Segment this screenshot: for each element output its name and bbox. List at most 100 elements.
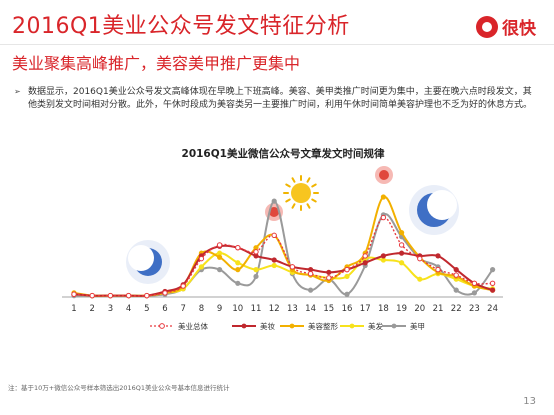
data-point bbox=[471, 280, 478, 286]
data-point bbox=[198, 255, 205, 262]
data-point bbox=[89, 292, 95, 299]
data-point bbox=[453, 287, 459, 293]
data-point bbox=[217, 267, 223, 273]
data-point bbox=[398, 242, 405, 248]
chart-title: 2016Q1美业微信公众号文章发文时间规律 bbox=[182, 147, 385, 160]
data-point bbox=[362, 253, 368, 259]
data-point bbox=[217, 250, 223, 256]
header-divider bbox=[0, 44, 554, 45]
moon-icon bbox=[409, 185, 459, 235]
x-tick-label: 16 bbox=[342, 304, 353, 314]
data-point bbox=[235, 267, 241, 273]
data-point bbox=[380, 214, 387, 221]
data-point bbox=[308, 287, 314, 293]
x-tick-label: 21 bbox=[433, 304, 444, 314]
data-point bbox=[271, 198, 277, 204]
page-subtitle: 美业聚集高峰推广，美容美甲推广更集中 bbox=[12, 54, 301, 73]
x-tick-label: 11 bbox=[251, 304, 262, 314]
data-point bbox=[380, 257, 386, 263]
logo-icon bbox=[476, 15, 498, 38]
sun-icon bbox=[283, 175, 319, 211]
data-point bbox=[271, 232, 277, 239]
legend-label: 美妆 bbox=[260, 321, 275, 331]
data-point bbox=[198, 264, 204, 270]
legend-marker bbox=[391, 323, 397, 329]
triangle-right-icon: ➢ bbox=[14, 87, 21, 96]
x-tick-label: 3 bbox=[108, 304, 113, 314]
logo: 很快 bbox=[476, 14, 536, 39]
data-point bbox=[235, 280, 241, 286]
x-tick-label: 22 bbox=[451, 304, 462, 314]
data-point bbox=[235, 244, 241, 251]
x-tick-label: 14 bbox=[305, 304, 316, 314]
x-tick-label: 19 bbox=[396, 304, 407, 314]
data-point bbox=[490, 287, 496, 293]
x-tick-labels: 1 2 3 4 5 6 7 8 9 10 11 12 13 14 15 16 17 18 19 20 21 22 23 24 bbox=[71, 304, 498, 314]
data-point bbox=[380, 194, 386, 200]
data-point bbox=[489, 280, 496, 286]
data-point bbox=[253, 245, 259, 251]
data-point bbox=[307, 271, 314, 277]
x-tick-label: 12 bbox=[269, 304, 280, 314]
data-point bbox=[453, 267, 459, 273]
data-point bbox=[362, 260, 368, 266]
data-point bbox=[399, 260, 405, 266]
x-tick-label: 1 bbox=[71, 304, 76, 314]
data-point bbox=[326, 275, 332, 281]
data-point bbox=[399, 230, 405, 236]
x-tick-label: 4 bbox=[126, 304, 131, 314]
data-point bbox=[180, 283, 186, 289]
data-point bbox=[162, 290, 168, 296]
legend-label: 美容整形 bbox=[308, 321, 338, 331]
data-point bbox=[271, 257, 277, 263]
x-tick-label: 17 bbox=[360, 304, 371, 314]
data-point bbox=[490, 267, 496, 273]
x-tick-label: 6 bbox=[162, 304, 167, 314]
x-tick-label: 9 bbox=[217, 304, 222, 314]
data-point bbox=[253, 249, 259, 255]
x-tick-label: 10 bbox=[232, 304, 243, 314]
data-point bbox=[399, 250, 405, 256]
footnote: 注：基于10万+微信公众号样本筛选出2016Q1美业公众号基本信息进行统计 bbox=[8, 384, 230, 392]
logo-text: 很快 bbox=[502, 19, 536, 39]
legend-label: 美业总体 bbox=[178, 321, 208, 331]
summary-block: ➢ 数据显示，2016Q1美业公众号发文高峰体现在早晚上下班高峰。美容、美甲类推… bbox=[14, 86, 534, 111]
chart-legend: 美业总体 美妆 美容整形 美发 美甲 bbox=[150, 321, 425, 331]
series-lines bbox=[71, 194, 496, 299]
data-point bbox=[253, 273, 259, 280]
x-tick-label: 15 bbox=[323, 304, 334, 314]
data-point bbox=[235, 260, 241, 266]
x-tick-label: 24 bbox=[487, 304, 498, 314]
summary-text: 数据显示，2016Q1美业公众号发文高峰体现在早晚上下班高峰。美容、美甲类推广时… bbox=[28, 87, 533, 110]
data-point bbox=[380, 253, 386, 259]
data-point bbox=[417, 255, 423, 262]
data-point bbox=[271, 262, 277, 269]
legend-label: 美发 bbox=[368, 321, 383, 331]
data-point bbox=[326, 269, 332, 275]
data-point bbox=[308, 267, 314, 273]
data-point bbox=[471, 290, 477, 296]
data-point bbox=[453, 272, 459, 278]
data-point bbox=[216, 242, 223, 248]
x-tick-label: 7 bbox=[180, 304, 185, 314]
page-number: 13 bbox=[523, 396, 536, 407]
data-point bbox=[344, 291, 350, 297]
data-point bbox=[253, 253, 259, 259]
legend-marker bbox=[349, 323, 355, 329]
x-tick-label: 18 bbox=[378, 304, 389, 314]
data-point bbox=[217, 254, 223, 260]
x-tick-label: 2 bbox=[89, 304, 94, 314]
x-tick-label: 8 bbox=[199, 304, 204, 314]
data-point bbox=[71, 291, 77, 297]
moon-icon bbox=[126, 240, 170, 284]
data-point bbox=[253, 267, 259, 273]
legend-marker bbox=[241, 323, 247, 329]
data-point bbox=[435, 253, 441, 259]
data-point bbox=[289, 264, 296, 270]
sun-icon bbox=[375, 166, 393, 184]
legend-marker bbox=[159, 323, 165, 329]
data-point bbox=[125, 292, 132, 299]
data-point bbox=[344, 266, 350, 273]
legend-marker bbox=[289, 323, 295, 329]
